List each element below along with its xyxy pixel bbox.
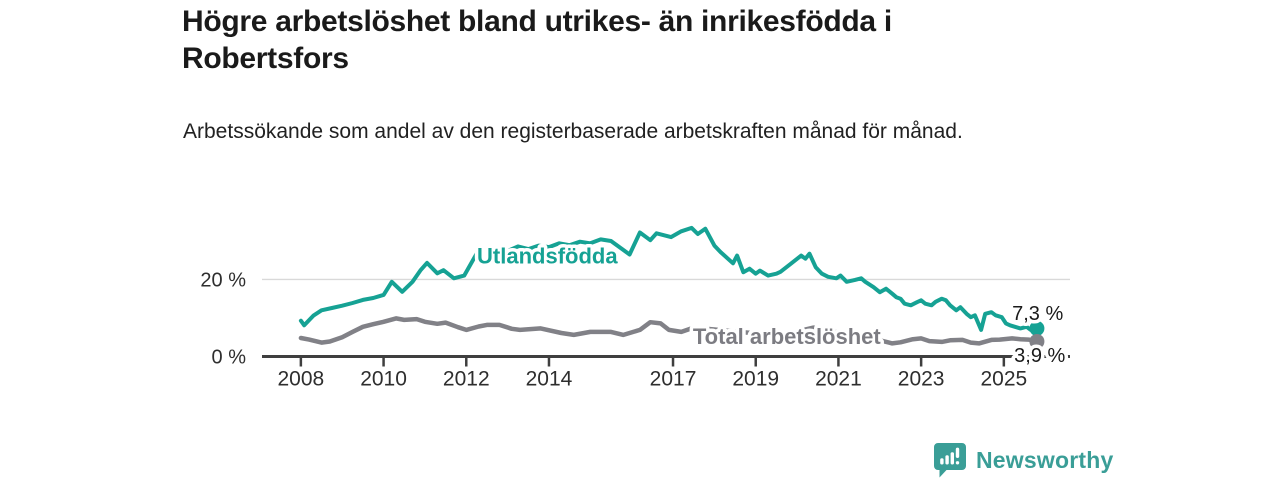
series-end-dot-utlandsf-dda [1029, 320, 1045, 336]
series-end-dot-total-arbetsl-shet [1029, 333, 1045, 349]
x-axis-tick-label: 2023 [898, 368, 945, 391]
x-axis-tick-label: 2021 [815, 368, 862, 391]
x-axis-tick-label: 2012 [443, 368, 490, 391]
x-axis-tick-label: 2019 [732, 368, 779, 391]
series-line-total-arbetsl-shet [298, 316, 1040, 346]
y-axis-tick-label: 0 % [212, 347, 247, 369]
chart-annotation-utlandsf-dda: Utlandsfödda [477, 244, 618, 269]
chart-annotation-3-9: 3,9 % [1014, 345, 1065, 367]
newsworthy-logo[interactable]: Newsworthy [933, 443, 1114, 478]
x-axis-tick-label: 2025 [980, 368, 1027, 391]
y-axis-tick-label: 20 % [200, 269, 246, 291]
chart-subtitle: Arbetssökande som andel av den registerb… [183, 120, 963, 143]
chart-title: Högre arbetslöshet bland utrikes- än inr… [182, 5, 892, 75]
x-axis-tick-label: 2010 [360, 368, 407, 391]
series-line-utlandsf-dda [298, 225, 1039, 332]
x-axis-tick-label: 2014 [526, 368, 573, 391]
newsworthy-logo-text: Newsworthy [976, 446, 1114, 473]
chart-annotation-7-3: 7,3 % [1012, 303, 1063, 325]
x-axis-tick-label: 2017 [650, 368, 697, 391]
x-axis-tick-label: 2008 [278, 368, 325, 391]
newsworthy-logo-icon [934, 443, 966, 478]
chart-annotation-total-arbetsl-shet: Total arbetslöshet [693, 324, 882, 349]
